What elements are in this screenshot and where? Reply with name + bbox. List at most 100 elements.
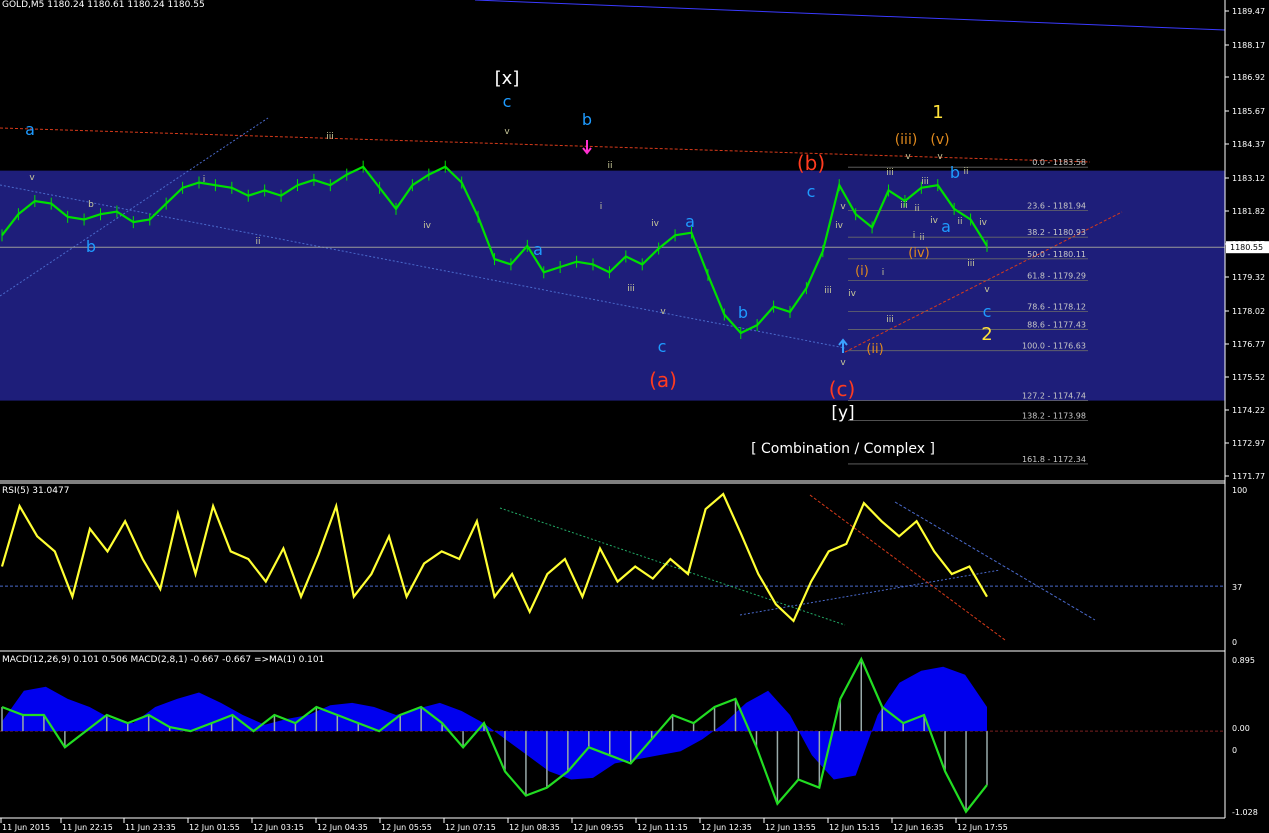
time-tick-label: 12 Jun 08:35 — [509, 823, 560, 832]
main-chart-header: GOLD,M5 1180.24 1180.61 1180.24 1180.55 — [2, 0, 205, 10]
price-tick-label: 1171.77 — [1232, 472, 1265, 481]
wave-label: b — [738, 303, 748, 322]
fib-level-label: 38.2 - 1180.93 — [1027, 228, 1086, 237]
minor-wave-label: v — [660, 307, 666, 317]
minor-wave-label: v — [504, 127, 510, 137]
macd-signal-line — [1, 656, 988, 814]
current-price-box — [1226, 241, 1269, 254]
minor-wave-label: i — [913, 231, 916, 241]
channel-trendline — [844, 211, 1123, 353]
time-tick-label: 12 Jun 04:35 — [317, 823, 368, 832]
price-tick-label: 1184.37 — [1232, 140, 1265, 149]
price-tick-label: 1178.02 — [1232, 307, 1265, 316]
wave-labels: a b a [x] c b a b c (a) (b) c (c)[y] [ Combination / … — [25, 68, 993, 457]
minor-wave-label: ii — [607, 161, 612, 171]
time-tick-label: 12 Jun 03:15 — [253, 823, 304, 832]
minor-wave-label: iv — [835, 221, 844, 231]
price-tick-label: 1174.22 — [1232, 406, 1265, 415]
rsi-line — [0, 492, 988, 623]
upper-trendline — [474, 0, 1226, 31]
time-tick-label: 12 Jun 17:55 — [957, 823, 1008, 832]
fib-level-label: 61.8 - 1179.29 — [1027, 271, 1086, 280]
fib-level-label: 138.2 - 1173.98 — [1022, 412, 1086, 421]
wave-label: (iii) — [895, 132, 918, 148]
consolidation-band — [0, 170, 1225, 401]
minor-wave-label: b — [88, 200, 94, 210]
minor-wave-label: ii — [957, 217, 962, 227]
minor-wave-label: v — [984, 285, 990, 295]
minor-wave-label: iv — [979, 218, 988, 228]
fib-level-label: 23.6 - 1181.94 — [1027, 202, 1086, 211]
macd-tick-label: 0.00 — [1232, 724, 1250, 733]
minor-wave-label: iv — [930, 216, 939, 226]
rsi-trendline — [809, 494, 1006, 641]
wave-label: (v) — [930, 132, 949, 148]
time-tick-label: 11 Jun 22:15 — [62, 823, 113, 832]
down-arrow-icon — [582, 140, 592, 155]
time-tick-label: 12 Jun 15:15 — [829, 823, 880, 832]
price-tick-label: 1186.92 — [1232, 73, 1265, 82]
minor-wave-label: ii — [914, 204, 919, 214]
fib-level-label: 127.2 - 1174.74 — [1022, 392, 1086, 401]
minor-wave-label: ii — [255, 237, 260, 247]
wave-label: (a) — [649, 368, 677, 392]
wave-label: (i) — [855, 264, 869, 279]
minor-wave-label: iv — [423, 221, 432, 231]
minor-wave-label: i — [203, 175, 206, 185]
wave-label: [ Combination / Complex ] — [751, 441, 935, 457]
minor-wave-label: iii — [824, 286, 832, 296]
minor-wave-label: iii — [886, 168, 894, 178]
rising-trendline — [0, 117, 269, 297]
price-tick-label: 1175.52 — [1232, 373, 1265, 382]
price-tick-label: 1189.47 — [1232, 7, 1265, 16]
wave-label: c — [658, 337, 667, 356]
price-tick-label: 1172.97 — [1232, 439, 1265, 448]
wave-label: b — [950, 163, 960, 182]
wave-label: c — [807, 182, 816, 201]
price-tick-label: 1185.67 — [1232, 107, 1265, 116]
minor-wave-label: v — [840, 358, 846, 368]
macd-tick-label: 0 — [1232, 746, 1237, 755]
time-tick-label: 12 Jun 01:55 — [189, 823, 240, 832]
wave-label: c — [503, 92, 512, 111]
fib-level-label: 100.0 - 1176.63 — [1022, 342, 1086, 351]
minor-wave-label: ii — [963, 167, 968, 177]
wave-label: a — [533, 240, 543, 259]
minor-wave-label: iv — [651, 219, 660, 229]
minor-wave-label: ii — [919, 233, 924, 243]
price-tick-label: 1183.12 — [1232, 174, 1265, 183]
rsi-tick-label: 100 — [1232, 486, 1247, 495]
price-tick-label: 1179.32 — [1232, 273, 1265, 282]
time-tick-label: 11 Jun 2015 — [2, 823, 50, 832]
up-arrow-icon — [838, 338, 848, 353]
resistance-trendline — [0, 127, 1091, 163]
rsi-panel — [0, 482, 1225, 641]
minor-wave-label: iii — [886, 315, 894, 325]
wave-label: b — [582, 110, 592, 129]
minor-wave-label: i — [882, 268, 885, 278]
minor-wave-label: iv — [848, 289, 857, 299]
price-tick-label: 1188.17 — [1232, 41, 1265, 50]
time-tick-label: 12 Jun 13:55 — [765, 823, 816, 832]
time-tick-label: 12 Jun 16:35 — [893, 823, 944, 832]
minor-wave-label: iii — [326, 132, 334, 142]
wave-label: a — [25, 120, 35, 139]
minor-wave-label: v — [905, 152, 911, 162]
wave-label: [y] — [831, 403, 854, 423]
rsi-trendline — [894, 501, 1096, 621]
current-price-label: 1180.55 — [1230, 243, 1263, 252]
macd-histogram-area — [2, 666, 987, 780]
wave-label: a — [685, 212, 695, 231]
wave-label: (c) — [829, 377, 856, 401]
minor-wave-label: i — [600, 202, 603, 212]
wave-label: (b) — [797, 151, 825, 175]
time-tick-label: 12 Jun 11:15 — [637, 823, 688, 832]
time-tick-label: 12 Jun 05:55 — [381, 823, 432, 832]
fib-level-label: 88.6 - 1177.43 — [1027, 321, 1086, 330]
wave-label: 2 — [981, 324, 992, 345]
minor-wave-label: iii — [921, 177, 929, 187]
minor-wave-label: iii — [900, 201, 908, 211]
